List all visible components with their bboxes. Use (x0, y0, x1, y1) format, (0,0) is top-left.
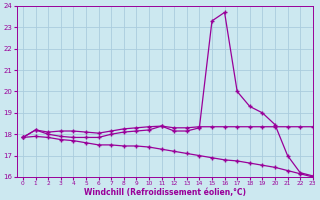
X-axis label: Windchill (Refroidissement éolien,°C): Windchill (Refroidissement éolien,°C) (84, 188, 246, 197)
